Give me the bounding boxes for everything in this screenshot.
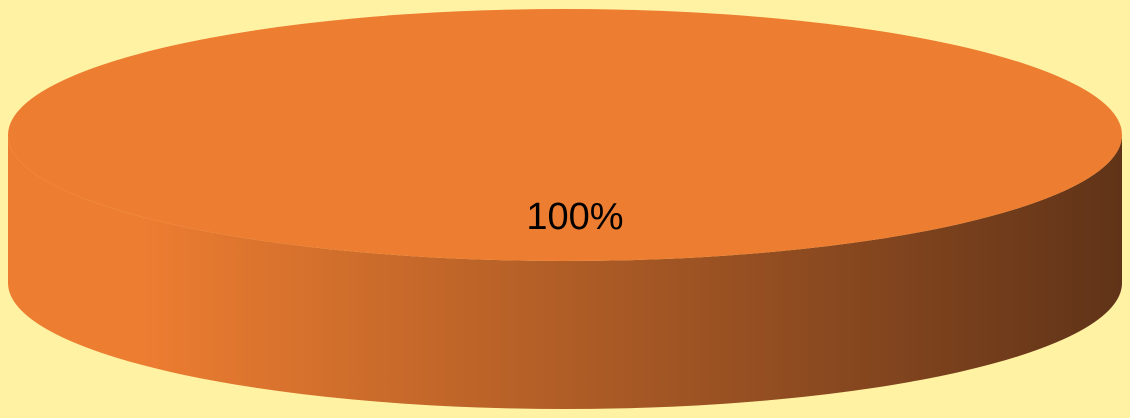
pie-slice-side (8, 135, 1122, 409)
pie-labels: 100% (526, 196, 623, 238)
pie-slices (8, 9, 1122, 409)
pie-slice-top (8, 9, 1122, 261)
pie-data-label: 100% (526, 196, 623, 238)
